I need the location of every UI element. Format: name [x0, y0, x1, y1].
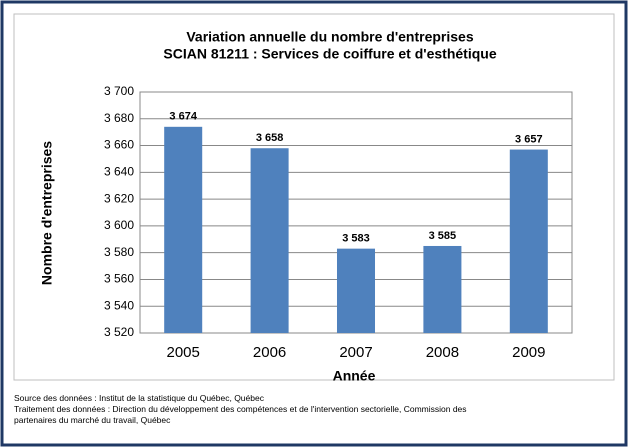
- value-label: 3 657: [515, 133, 543, 145]
- y-tick-label: 3 640: [104, 165, 134, 179]
- value-label: 3 585: [429, 230, 457, 242]
- bar: [250, 148, 289, 333]
- source-note: Source des données : Institut de la stat…: [14, 393, 265, 403]
- y-tick-label: 3 680: [104, 111, 134, 125]
- y-tick-label: 3 580: [104, 245, 134, 259]
- source-note: Traitement des données : Direction du dé…: [14, 404, 467, 414]
- x-tick-label: 2009: [512, 344, 545, 361]
- x-axis-label: Année: [333, 368, 376, 384]
- bar: [336, 248, 376, 333]
- chart-subtitle: SCIAN 81211 : Services de coiffure et d'…: [163, 46, 496, 62]
- x-tick-label: 2008: [426, 344, 459, 361]
- y-tick-label: 3 600: [104, 218, 134, 232]
- value-label: 3 583: [342, 233, 370, 245]
- y-tick-label: 3 540: [104, 298, 134, 312]
- y-tick-label: 3 660: [104, 138, 134, 152]
- y-axis-label: Nombre d'entreprises: [39, 141, 55, 285]
- source-note: partenaires du marché du travail, Québec: [14, 415, 171, 425]
- x-tick-label: 2007: [339, 344, 372, 361]
- value-label: 3 658: [256, 132, 284, 144]
- x-tick-label: 2006: [253, 344, 286, 361]
- value-label: 3 674: [169, 111, 197, 123]
- bar: [423, 245, 462, 333]
- bar: [164, 126, 203, 333]
- x-tick-label: 2005: [167, 344, 200, 361]
- y-tick-label: 3 520: [104, 325, 134, 339]
- y-tick-label: 3 700: [104, 84, 134, 98]
- y-tick-label: 3 560: [104, 272, 134, 286]
- bar: [509, 149, 548, 333]
- y-tick-label: 3 620: [104, 191, 134, 205]
- chart-title: Variation annuelle du nombre d'entrepris…: [186, 29, 474, 45]
